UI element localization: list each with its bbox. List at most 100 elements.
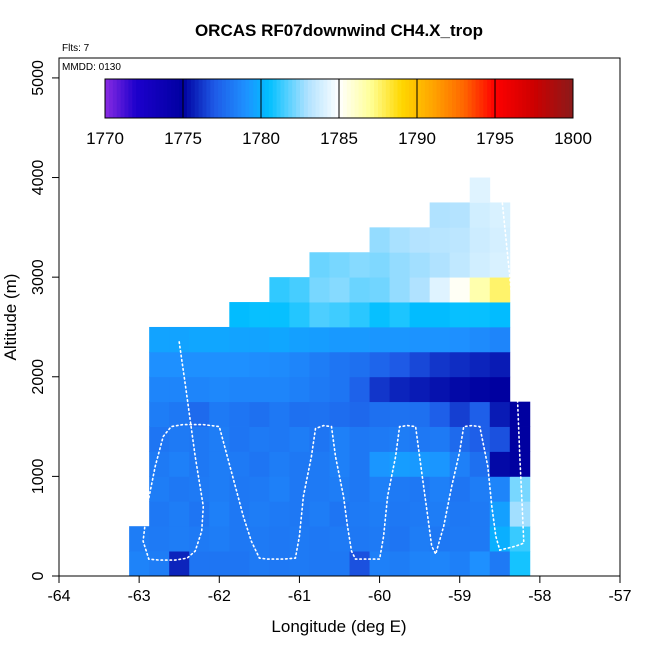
colorbar-swatch — [261, 79, 266, 118]
colorbar-swatch — [171, 79, 176, 118]
colorbar-swatch — [498, 79, 504, 118]
heatmap-cell — [469, 476, 491, 502]
heatmap-cell — [249, 476, 270, 502]
colorbar-swatch — [292, 79, 297, 118]
heatmap-cell — [329, 401, 350, 427]
colorbar-swatch — [194, 79, 200, 118]
heatmap-cell — [209, 501, 230, 527]
heatmap-cell — [189, 426, 210, 452]
x-tick-label: -57 — [608, 588, 631, 605]
colorbar-swatch — [420, 79, 426, 118]
heatmap-cell — [209, 426, 230, 452]
heatmap-cell — [329, 302, 350, 328]
heatmap-cell — [309, 526, 330, 552]
heatmap-cell — [129, 526, 150, 552]
colorbar-swatch — [280, 79, 285, 118]
colorbar-swatch — [268, 79, 274, 118]
heatmap-cell — [489, 401, 511, 427]
colorbar-swatch — [471, 79, 476, 118]
colorbar-swatch — [541, 79, 547, 118]
heatmap-cell — [429, 476, 451, 502]
heatmap-cell — [189, 501, 210, 527]
colorbar-swatch — [155, 79, 161, 118]
heatmap-cell — [429, 426, 451, 452]
colorbar-swatch — [557, 79, 562, 118]
colorbar-swatch — [456, 79, 461, 118]
colorbar-swatch — [467, 79, 473, 118]
heatmap-cell — [149, 476, 170, 502]
heatmap-cell — [409, 526, 431, 552]
y-tick-label: 2000 — [30, 359, 47, 395]
heatmap-cell — [409, 426, 431, 452]
colorbar-swatch — [303, 79, 309, 118]
heatmap-cell — [249, 426, 270, 452]
heatmap-cell — [329, 351, 350, 378]
heatmap-cell — [309, 401, 330, 427]
heatmap-cell — [489, 501, 511, 527]
colorbar-swatch — [424, 79, 430, 118]
colorbar-swatch — [491, 79, 496, 118]
colorbar-swatch — [183, 79, 188, 118]
colorbar-swatch — [218, 79, 223, 118]
heatmap-cell — [229, 326, 250, 353]
x-tick-label: -64 — [47, 588, 70, 605]
heatmap-cell — [489, 277, 511, 303]
heatmap-cell — [169, 526, 190, 552]
heatmap-cell — [349, 277, 370, 303]
heatmap-cell — [269, 551, 290, 577]
heatmap-cell — [169, 501, 190, 527]
heatmap-cell — [229, 551, 250, 577]
heatmap-cell — [389, 426, 411, 452]
colorbar-swatch — [409, 79, 414, 118]
heatmap-cell — [409, 302, 431, 328]
heatmap-cell — [169, 376, 190, 403]
colorbar-swatch — [198, 79, 203, 118]
colorbar-swatch — [522, 79, 527, 118]
heatmap-cell — [429, 551, 451, 577]
heatmap-cell — [449, 302, 471, 328]
heatmap-cell — [149, 351, 170, 378]
heatmap-cell — [509, 401, 531, 427]
flights-count-note: Flts: 7 — [62, 43, 90, 54]
colorbar-swatch — [276, 79, 281, 118]
colorbar-swatch — [319, 79, 324, 118]
heatmap-cell — [169, 351, 190, 378]
heatmap-cell — [289, 426, 310, 452]
heatmap-cell — [389, 227, 411, 253]
heatmap-cell — [269, 426, 290, 452]
heatmap-cell — [489, 302, 511, 328]
colorbar-swatch — [233, 79, 239, 118]
x-tick-label: -61 — [288, 588, 311, 605]
heatmap-cell — [349, 526, 370, 552]
colorbar-swatch — [358, 79, 363, 118]
heatmap-cell — [429, 451, 451, 477]
heatmap-cell — [249, 526, 270, 552]
heatmap-cell — [269, 302, 290, 328]
heatmap-cell — [429, 302, 451, 328]
colorbar-swatch — [444, 79, 449, 118]
colorbar-swatch — [284, 79, 289, 118]
heatmap-cell — [509, 501, 531, 527]
heatmap-cell — [329, 526, 350, 552]
colorbar-swatch — [381, 79, 387, 118]
heatmap-cell — [349, 476, 370, 502]
heatmap-cell — [309, 501, 330, 527]
colorbar-swatch — [405, 79, 410, 118]
heatmap-cell — [469, 302, 491, 328]
heatmap-cell — [509, 476, 531, 502]
heatmap-cell — [149, 426, 170, 452]
heatmap-cells — [129, 177, 531, 577]
heatmap-cell — [369, 526, 390, 552]
colorbar-swatch — [315, 79, 320, 118]
heatmap-cell — [409, 277, 431, 303]
colorbar-swatch — [296, 79, 301, 118]
colorbar-swatch — [502, 79, 508, 118]
colorbar-swatch — [510, 79, 515, 118]
colorbar-swatch — [385, 79, 391, 118]
colorbar-swatch — [105, 79, 110, 118]
heatmap-cell — [429, 401, 451, 427]
heatmap-cell — [449, 277, 471, 303]
heatmap-cell — [229, 376, 250, 403]
heatmap-cell — [209, 476, 230, 502]
heatmap-cell — [389, 302, 411, 328]
